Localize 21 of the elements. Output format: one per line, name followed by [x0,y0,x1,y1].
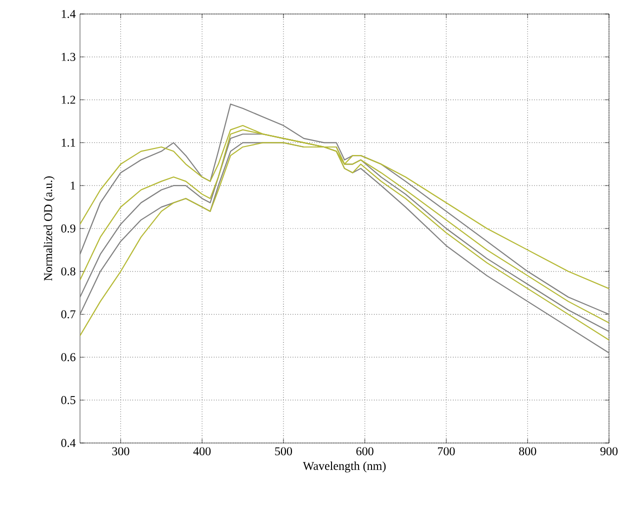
y-tick-label: 1.4 [62,10,76,18]
x-tick-label: 700 [438,447,455,456]
x-tick-label: 800 [519,447,536,456]
y-tick-label: 0.5 [61,396,76,404]
x-tick-label: 600 [356,447,374,456]
y-tick-label: 1 [70,182,76,190]
x-axis-title: Wavelength (nm) [302,461,386,472]
y-tick-label: 0.4 [61,438,76,448]
x-tick-label: 500 [275,447,292,456]
x-tick-label: 400 [193,447,211,456]
y-axis-title: Normalized OD (a.u.) [44,176,55,281]
x-tick-label: 900 [600,447,618,456]
y-tick-label: 1.2 [62,96,76,104]
x-tick-label: 300 [112,447,130,456]
y-tick-label: 1.1 [62,138,76,147]
y-tick-label: 0.8 [61,267,76,276]
y-tick-label: 1.3 [62,52,76,61]
y-tick-label: 0.7 [61,310,76,318]
y-tick-label: 0.6 [61,353,76,362]
y-tick-label: 0.9 [61,224,76,233]
line-series [80,104,610,315]
